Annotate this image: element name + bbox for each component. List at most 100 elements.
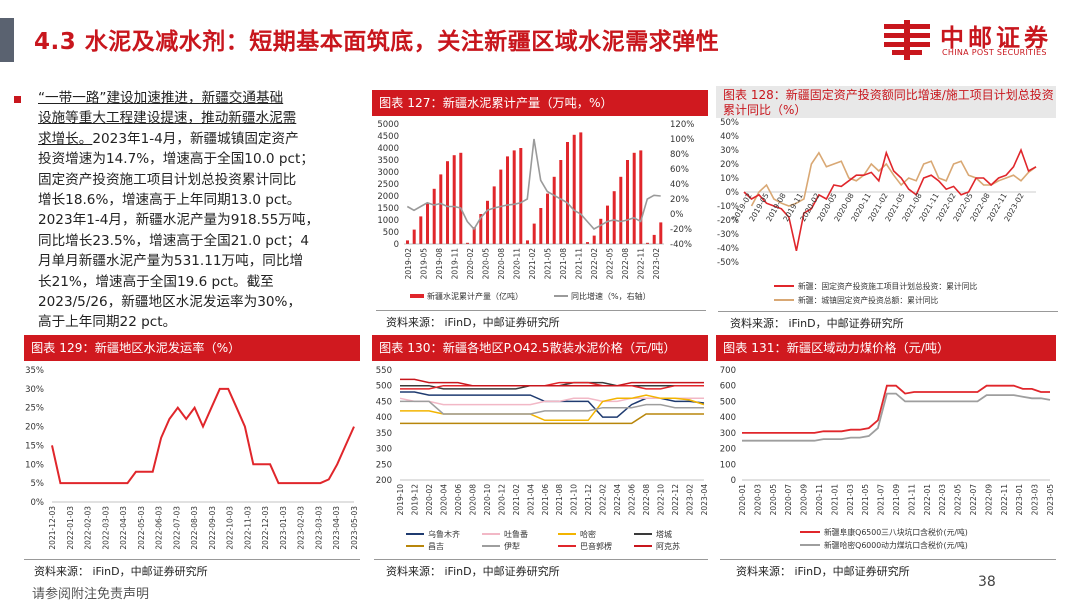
x-tick: 2022-08-03 <box>190 506 199 550</box>
x-tick: 2022-05 <box>954 484 963 516</box>
growth-line <box>406 138 661 231</box>
x-tick: 2020-07 <box>784 484 793 516</box>
legend-label: 同比增速（%，右轴） <box>571 291 651 301</box>
x-tick: 2022-05-03 <box>137 506 146 550</box>
x-tick: 2022-05 <box>606 248 615 280</box>
x-tick: 2022-12-03 <box>261 506 270 550</box>
para-line: 同比增长23.5%，增速高于全国21.0 pct；4 <box>38 232 309 249</box>
y-tick-right: 0% <box>670 210 684 220</box>
x-tick: 2022-12 <box>671 484 680 516</box>
bar <box>572 134 576 244</box>
bar <box>526 240 529 244</box>
x-tick: 2023-01-03 <box>279 506 288 550</box>
y-tick: 20% <box>720 160 739 170</box>
series-8 <box>400 378 704 387</box>
x-tick: 2022-10 <box>657 484 666 516</box>
legend-label: 吐鲁番 <box>504 529 528 539</box>
y-tick-left: 3000 <box>377 168 399 178</box>
logo-cn-text: 中邮证券 <box>940 24 1052 52</box>
x-tick: 2019-12 <box>410 484 419 516</box>
x-tick: 2023-05 <box>1046 484 1055 516</box>
x-tick: 2020-05 <box>769 484 778 516</box>
x-tick: 2022-07 <box>969 484 978 516</box>
x-tick: 2020-11 <box>513 248 522 280</box>
y-tick: -40% <box>717 244 739 254</box>
y-tick: 200 <box>720 445 736 455</box>
x-tick: 2023-04-03 <box>332 506 341 550</box>
y-tick-right: -40% <box>670 240 692 250</box>
bar <box>632 152 636 244</box>
x-tick: 2019-11 <box>451 248 460 280</box>
y-tick: 5% <box>31 479 45 489</box>
y-tick: -10% <box>717 202 739 212</box>
x-tick: 2022-01-03 <box>66 506 75 550</box>
y-tick-right: 120% <box>670 120 694 130</box>
y-tick-left: 0 <box>394 240 399 250</box>
x-tick: 2020-12 <box>497 484 506 516</box>
x-tick: 2022-04-03 <box>119 506 128 550</box>
para-line: 求增长。2023年1-4月，新疆城镇固定资产 <box>38 130 299 147</box>
chart-127: 5000450040003500300025002000150010005000… <box>377 120 694 301</box>
legend-label: 塔城 <box>656 529 672 539</box>
series-urban-fai <box>750 151 1037 207</box>
x-tick: 2020-08 <box>468 484 477 516</box>
disclaimer-link[interactable]: 请参阅附注免责声明 <box>32 587 150 602</box>
para-line-underlined: 求增长。 <box>38 130 93 147</box>
bar <box>619 176 623 244</box>
x-tick: 2021-07 <box>877 484 886 516</box>
bar <box>552 176 556 244</box>
x-tick: 2021-12-03 <box>48 506 57 550</box>
divider <box>718 311 1058 312</box>
x-tick: 2019-05 <box>420 248 429 280</box>
para-line: 2023/5/26，新疆地区水泥发运率为30%， <box>38 294 302 311</box>
y-tick-right: 80% <box>670 150 689 160</box>
y-tick: 0% <box>31 498 45 508</box>
bar <box>659 222 663 244</box>
bar <box>472 227 476 244</box>
bar <box>639 150 643 244</box>
x-tick: 2022-08 <box>642 484 651 516</box>
y-tick: 500 <box>376 382 392 392</box>
y-tick: 250 <box>376 460 392 470</box>
bar <box>486 200 489 244</box>
x-tick: 2022-09 <box>984 484 993 516</box>
x-tick: 2021-10 <box>570 484 579 516</box>
y-tick: 0 <box>731 476 736 486</box>
bar <box>586 242 589 244</box>
bar <box>452 155 456 244</box>
divider <box>374 559 708 560</box>
x-tick: 2022-03 <box>938 484 947 516</box>
y-tick: 40% <box>720 132 739 142</box>
y-tick: -30% <box>717 230 739 240</box>
x-tick: 2020-01 <box>738 484 747 516</box>
legend-label: 巴音郭楞 <box>580 541 612 551</box>
para-line: 设施等重大工程建设提速，推动新疆水泥需 <box>38 110 297 127</box>
x-tick: 2022-11 <box>1000 484 1009 516</box>
x-tick: 2022-08 <box>621 248 630 280</box>
x-tick: 2023-04 <box>700 484 709 516</box>
para-line: 2023年1-4月，新疆水泥产量为918.55万吨， <box>38 212 320 229</box>
x-tick: 2022-11-03 <box>243 506 252 550</box>
y-tick: 700 <box>720 366 736 376</box>
bar <box>566 142 569 244</box>
x-tick: 2022-02-03 <box>84 506 93 550</box>
y-tick: 50% <box>720 118 739 128</box>
bar <box>612 191 616 244</box>
bar <box>532 223 536 244</box>
y-tick-left: 2500 <box>377 180 399 190</box>
x-tick: 2021-02 <box>512 484 521 516</box>
y-tick-right: 20% <box>670 195 689 205</box>
legend-swatch <box>410 294 424 298</box>
y-tick: 30% <box>25 385 44 395</box>
bar <box>606 205 609 244</box>
bar <box>559 160 563 244</box>
x-tick: 2019-08 <box>435 248 444 280</box>
legend-label: 昌吉 <box>428 542 444 551</box>
legend-label: 阿克苏 <box>656 541 680 551</box>
series-fukang <box>742 384 1050 434</box>
para-line: 增长18.6%，增速高于上年同期13.0 pct。 <box>38 192 301 209</box>
para-line: 固定资产投资施工项目计划总投资累计同比 <box>38 171 297 188</box>
x-tick: 2021-05 <box>861 484 870 516</box>
page-number: 38 <box>978 574 996 590</box>
bar <box>626 160 629 244</box>
